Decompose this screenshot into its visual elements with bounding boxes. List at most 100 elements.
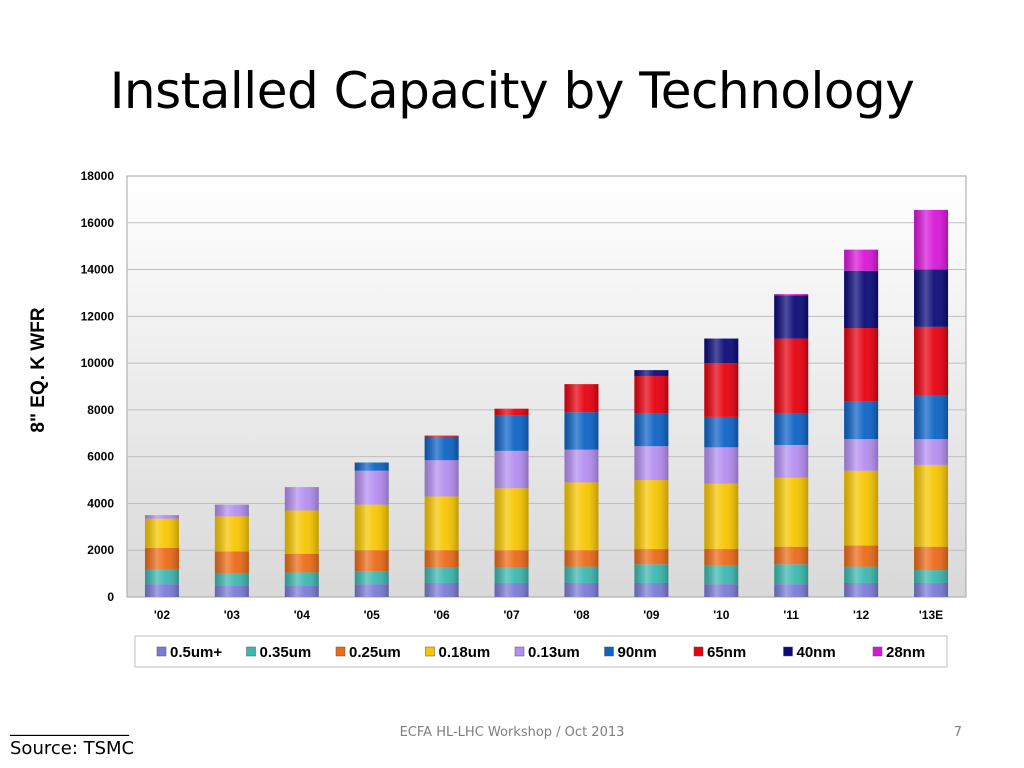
footer-text: ECFA HL-LHC Workshop / Oct 2013 — [399, 725, 625, 740]
y-tick-label: 8000 — [87, 403, 114, 417]
bar-segment-shade — [284, 487, 319, 511]
bar-segment-shade — [144, 515, 179, 519]
bar-segment-shade — [914, 209, 949, 270]
bar-segment-shade — [214, 504, 249, 517]
bar-segment-shade — [424, 460, 459, 497]
x-tick-label: '08 — [573, 608, 590, 622]
bar-segment-shade — [564, 582, 599, 597]
bar-segment-shade — [564, 449, 599, 483]
bar-segment-shade — [914, 269, 949, 327]
x-tick-label: '11 — [783, 608, 799, 622]
bar-segment-shade — [144, 568, 179, 585]
x-axis: '02 '03 '04 '05 '06 '07 '08 '09 '10 '11 '12 '13E — [154, 608, 943, 622]
x-tick-label: '10 — [713, 608, 730, 622]
y-tick-label: 18000 — [81, 169, 115, 183]
bar-segment-shade — [354, 584, 389, 597]
bar-segment-shade — [144, 584, 179, 597]
bar-segment-shade — [634, 480, 669, 550]
y-tick-label: 16000 — [81, 216, 115, 230]
y-axis: 0 2000 4000 6000 8000 10000 12000 14000 16000 180… — [81, 169, 115, 604]
bar-segment-shade — [214, 516, 249, 552]
bar-segment-shade — [774, 477, 809, 547]
legend-swatch — [604, 646, 614, 657]
bar-segment-shade — [704, 416, 739, 448]
y-axis-label: 8" EQ. K WFR — [28, 307, 49, 432]
x-tick-label: '06 — [434, 608, 451, 622]
bar-segment-shade — [284, 585, 319, 597]
bar-segment-shade — [914, 326, 949, 396]
bar-segment-shade — [634, 446, 669, 481]
bar-segment-shade — [844, 249, 879, 271]
bar-segment-shade — [844, 566, 879, 583]
x-tick-label: '03 — [224, 608, 241, 622]
x-tick-label: '12 — [853, 608, 870, 622]
legend: 0.5um+ 0.35um 0.25um 0.18um 0.13um 90nm 65nm 40… — [156, 644, 925, 661]
bar-segment-shade — [634, 549, 669, 565]
bar-segment-shade — [634, 375, 669, 414]
bar-segment-shade — [424, 550, 459, 568]
bar-segment-shade — [424, 435, 459, 437]
x-tick-label: '05 — [364, 608, 381, 622]
bar-segment-shade — [354, 462, 389, 471]
legend-label: 0.18um — [439, 644, 491, 661]
bar-segment-shade — [424, 436, 459, 461]
bar-segment-shade — [634, 370, 669, 376]
source-note: Source: TSMC — [10, 738, 135, 759]
bar-segment-shade — [284, 572, 319, 586]
bar-segment-shade — [844, 401, 879, 440]
bar-segment-shade — [564, 384, 599, 413]
bar-segment-shade — [424, 567, 459, 583]
legend-swatch — [156, 646, 167, 657]
legend-swatch — [783, 646, 793, 657]
bar-segment-shade — [704, 483, 739, 550]
bar-segment-shade — [774, 546, 809, 565]
y-tick-label: 6000 — [87, 450, 114, 464]
bar-segment-shade — [914, 439, 949, 465]
bar-segment-shade — [564, 482, 599, 551]
legend-label: 0.25um — [349, 644, 401, 661]
y-tick-label: 0 — [107, 590, 114, 604]
bar-segment-shade — [704, 549, 739, 566]
legend-label: 40nm — [797, 644, 836, 661]
bar-segment-shade — [354, 550, 389, 572]
stacked-bar-chart: 0 2000 4000 6000 8000 10000 12000 14000 16000 180… — [28, 169, 967, 668]
legend-label: 65nm — [707, 644, 746, 661]
bar-segment-shade — [564, 550, 599, 567]
legend-label: 90nm — [618, 644, 657, 661]
bar-segment-shade — [354, 470, 389, 505]
bar-segment-shade — [354, 571, 389, 585]
legend-label: 0.35um — [260, 644, 312, 661]
bar-segment-shade — [284, 510, 319, 554]
bar-segment-shade — [564, 412, 599, 450]
bar-segment-shade — [774, 564, 809, 585]
bar-segment-shade — [494, 415, 529, 451]
bar-segment-shade — [494, 550, 529, 568]
legend-swatch — [335, 646, 346, 657]
bar-segment-shade — [144, 547, 179, 569]
legend-swatch — [425, 646, 435, 657]
bar-segment-shade — [494, 567, 529, 583]
legend-label: 0.5um+ — [170, 644, 222, 661]
bar-segment-shade — [704, 565, 739, 585]
bar-segment-shade — [144, 518, 179, 548]
bar-segment-shade — [914, 582, 949, 597]
bar-segment-shade — [494, 582, 529, 597]
plot-area — [126, 175, 967, 598]
y-tick-label: 12000 — [81, 309, 115, 323]
bar-segment-shade — [564, 566, 599, 583]
slide-title: Installed Capacity by Technology — [109, 62, 915, 120]
bar-segment-shade — [284, 553, 319, 573]
bar-segment-shade — [774, 295, 809, 339]
bar-segment-shade — [494, 450, 529, 489]
bar-segment-shade — [844, 328, 879, 402]
legend-swatch — [514, 646, 525, 657]
bar-segment-shade — [214, 551, 249, 574]
bars — [144, 209, 949, 597]
y-tick-label: 10000 — [81, 356, 115, 370]
bar-segment-shade — [354, 504, 389, 551]
y-tick-label: 14000 — [81, 263, 115, 277]
bar-segment-shade — [214, 573, 249, 586]
legend-label: 28nm — [886, 644, 925, 661]
bar-segment-shade — [424, 496, 459, 551]
legend-box — [134, 635, 948, 668]
